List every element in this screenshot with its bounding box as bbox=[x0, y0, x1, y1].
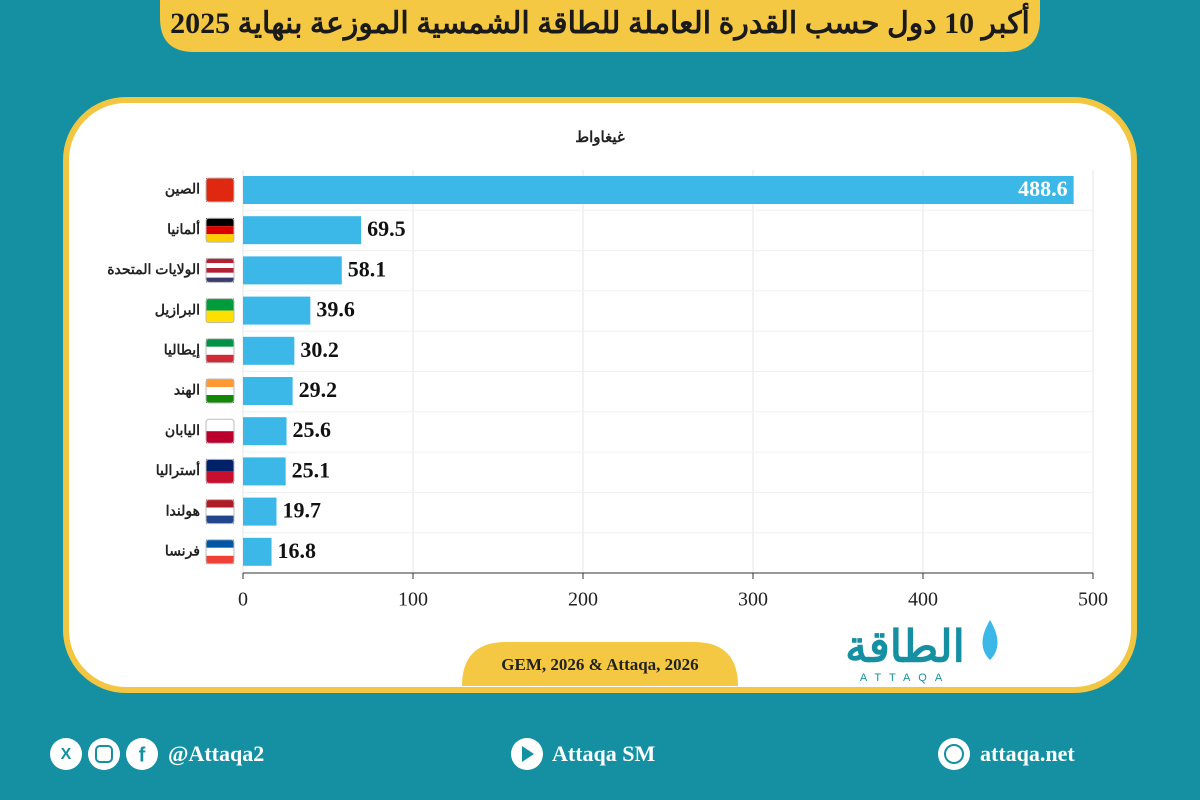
logo-drop bbox=[982, 620, 998, 660]
flag-stripe bbox=[206, 338, 234, 347]
value-label: 25.1 bbox=[292, 457, 331, 482]
category-label: أستراليا bbox=[156, 460, 200, 479]
instagram-glyph bbox=[95, 745, 113, 763]
value-label: 25.6 bbox=[293, 417, 332, 442]
flag-stripe bbox=[206, 539, 234, 548]
flag-frame bbox=[205, 418, 235, 444]
card bbox=[63, 97, 1137, 693]
bar bbox=[243, 457, 286, 486]
value-label: 29.2 bbox=[299, 377, 338, 402]
x-tick-label: 0 bbox=[238, 589, 248, 611]
bar bbox=[243, 296, 311, 325]
website[interactable]: attaqa.net bbox=[980, 741, 1075, 766]
x-tick-label: 300 bbox=[738, 589, 768, 611]
bar bbox=[243, 216, 362, 245]
web-glyph bbox=[944, 744, 964, 764]
chart-title: أكبر 10 دول حسب القدرة العاملة للطاقة ال… bbox=[170, 2, 1030, 41]
category-label: الصين bbox=[165, 181, 200, 198]
bar bbox=[243, 537, 272, 566]
bar bbox=[243, 336, 295, 365]
youtube-name[interactable]: Attaqa SM bbox=[552, 741, 656, 766]
category-label: الهند bbox=[174, 382, 200, 399]
category-label: هولندا bbox=[166, 502, 200, 519]
instagram-icon[interactable] bbox=[88, 738, 120, 770]
flag-frame bbox=[205, 539, 235, 565]
logo-subtext: ATTAQA bbox=[860, 672, 950, 684]
category-label: فرنسا bbox=[165, 543, 200, 560]
flag-stripe bbox=[206, 277, 234, 283]
value-label: 19.7 bbox=[282, 498, 321, 523]
value-label: 30.2 bbox=[300, 337, 339, 362]
flag-frame bbox=[205, 177, 235, 203]
flag-stripe bbox=[206, 178, 234, 202]
flag-stripe bbox=[206, 379, 234, 387]
flag-stripe bbox=[206, 499, 234, 508]
flag-stripe bbox=[206, 471, 234, 484]
plot: 0 100 200 300 400 500 الصين 488.6 ألمانيا 69.5 الو… bbox=[107, 170, 1108, 611]
facebook-glyph: f bbox=[139, 744, 146, 766]
category-label: ألمانيا bbox=[167, 219, 200, 237]
logo-text: الطاقة bbox=[845, 623, 965, 672]
bar bbox=[243, 256, 342, 285]
x-glyph: X bbox=[61, 746, 72, 763]
flag-stripe bbox=[206, 431, 234, 444]
facebook-icon[interactable] bbox=[126, 738, 158, 770]
bar bbox=[243, 417, 287, 446]
flag-stripe bbox=[206, 395, 234, 403]
x-icon[interactable] bbox=[50, 738, 82, 770]
title-banner bbox=[160, 0, 1040, 52]
flag-stripe bbox=[206, 547, 234, 556]
flag-stripe bbox=[206, 387, 234, 395]
category-label: اليابان bbox=[165, 422, 200, 438]
social-icons: X f bbox=[50, 738, 158, 770]
flag-frame bbox=[205, 499, 235, 525]
flag-frame bbox=[205, 298, 235, 324]
x-tick-label: 500 bbox=[1078, 589, 1108, 611]
value-label: 16.8 bbox=[278, 538, 317, 563]
flag-stripe bbox=[206, 272, 234, 278]
flag-stripe bbox=[206, 507, 234, 516]
web-icon[interactable] bbox=[938, 738, 970, 770]
flag-stripe bbox=[206, 310, 234, 323]
bar bbox=[243, 176, 1074, 204]
flag-stripe bbox=[206, 218, 234, 227]
flag-frame bbox=[205, 378, 235, 404]
flag-stripe bbox=[206, 419, 234, 432]
x-tick-label: 400 bbox=[908, 589, 938, 611]
flag-stripe bbox=[206, 234, 234, 243]
flag-frame bbox=[205, 458, 235, 484]
bar bbox=[243, 497, 277, 526]
flag-stripe bbox=[206, 555, 234, 564]
social-handle[interactable]: @Attaqa2 bbox=[168, 741, 264, 766]
flag-stripe bbox=[206, 258, 234, 264]
youtube-glyph bbox=[522, 746, 534, 762]
axis-unit: غيغاواط bbox=[575, 129, 625, 146]
value-label: 69.5 bbox=[367, 216, 406, 241]
flag-frame bbox=[205, 257, 235, 283]
x-tick-label: 100 bbox=[398, 589, 428, 611]
flag-frame bbox=[205, 338, 235, 364]
flag-stripe bbox=[206, 346, 234, 355]
flag-stripe bbox=[206, 459, 234, 472]
flag-stripe bbox=[206, 515, 234, 524]
bar bbox=[243, 377, 293, 405]
category-label: إيطاليا bbox=[164, 342, 200, 360]
x-tick-label: 200 bbox=[568, 589, 598, 611]
flag-stripe bbox=[206, 263, 234, 268]
flag-stripe bbox=[206, 226, 234, 235]
flag-stripe bbox=[206, 298, 234, 311]
flag-stripe bbox=[206, 354, 234, 363]
category-label: البرازيل bbox=[155, 301, 200, 318]
flag-stripe bbox=[206, 268, 234, 273]
value-label: 488.6 bbox=[1018, 176, 1068, 201]
flag-frame bbox=[205, 217, 235, 243]
category-label: الولايات المتحدة bbox=[107, 261, 200, 278]
value-label: 58.1 bbox=[348, 256, 387, 281]
source: GEM, 2026 & Attaqa, 2026 bbox=[501, 655, 698, 674]
value-label: 39.6 bbox=[316, 297, 355, 322]
source-badge bbox=[462, 642, 738, 686]
